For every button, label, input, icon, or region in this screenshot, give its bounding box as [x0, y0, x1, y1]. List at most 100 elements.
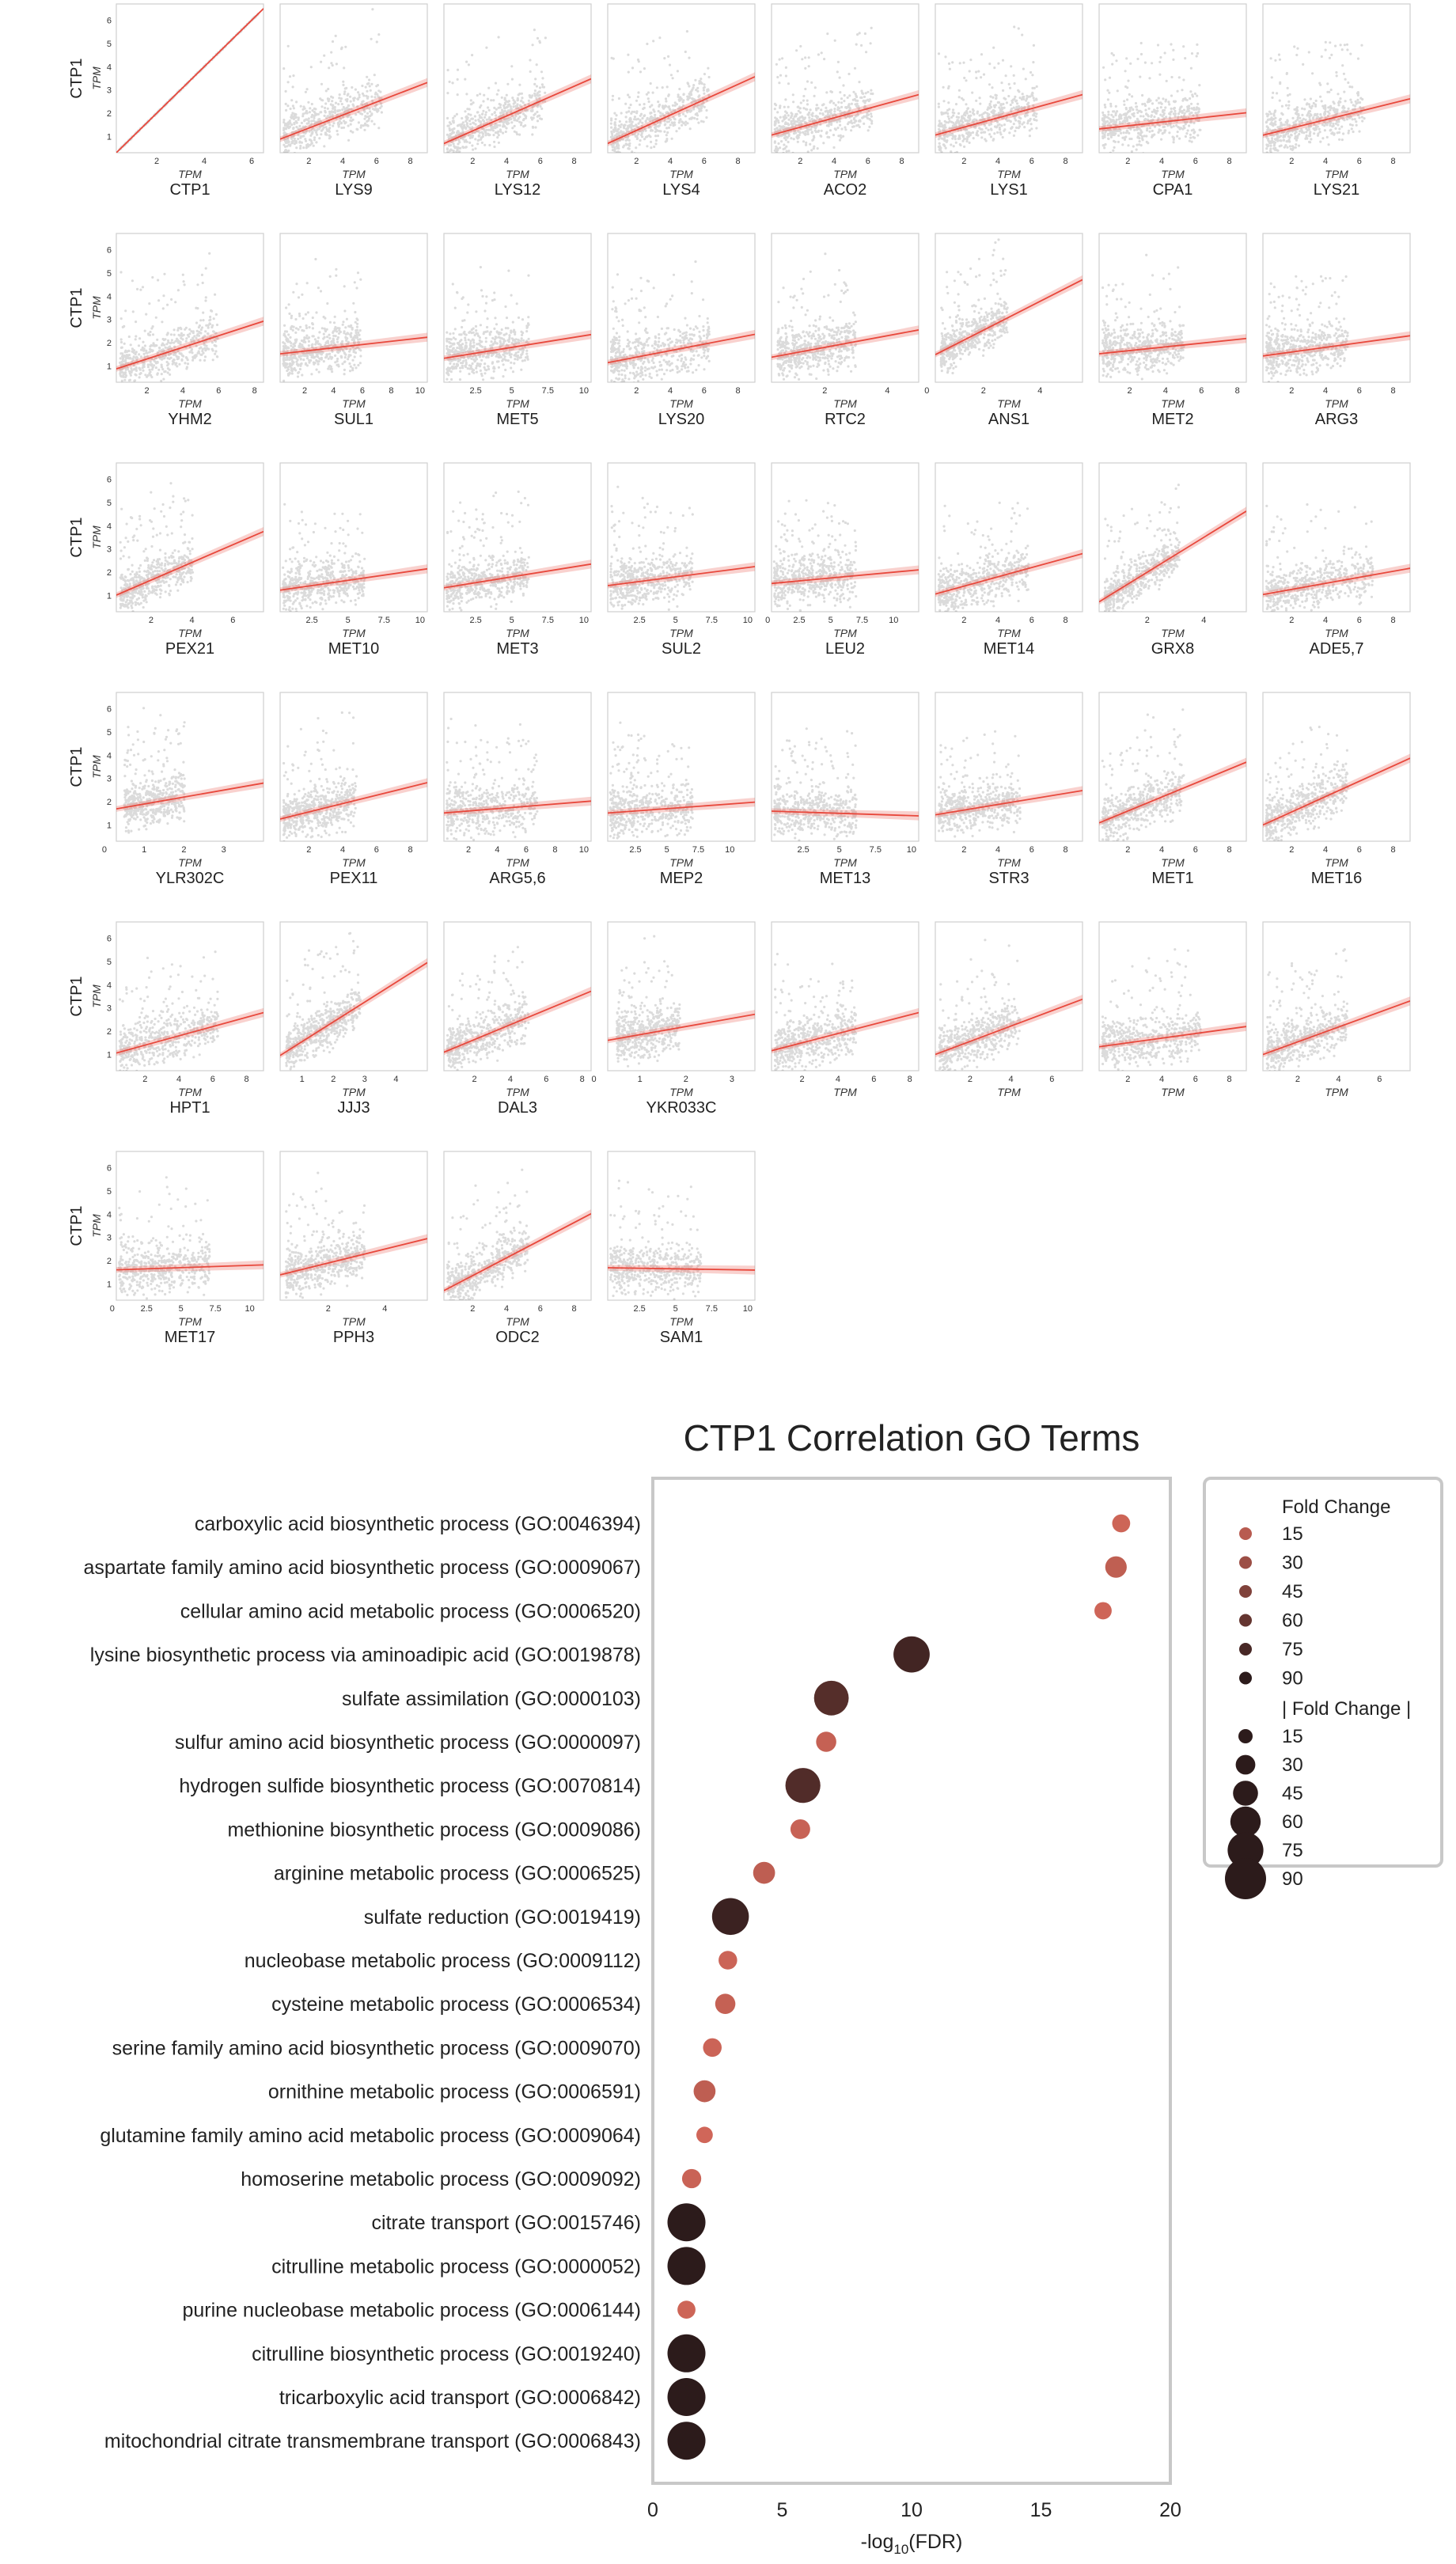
- gene-label: ADE5,7: [1310, 640, 1364, 658]
- x-tick-label: 6: [544, 1075, 548, 1084]
- x-axis-label: TPM: [1325, 856, 1348, 869]
- x-tick-label: 4: [832, 157, 836, 166]
- y-tick-label: 5: [107, 499, 112, 508]
- x-tick-label: 2: [822, 386, 827, 396]
- go-term-label: cellular amino acid metabolic process (G…: [180, 1600, 641, 1622]
- x-tick-label: 2: [302, 386, 307, 396]
- x-tick-label: 10: [743, 616, 753, 625]
- gene-label: MET16: [1311, 870, 1362, 887]
- y-gene-label: CTP1: [68, 517, 85, 557]
- legend-color-swatch: [1239, 1557, 1252, 1569]
- x-tick-label: 2.5: [797, 845, 809, 855]
- x-tick-label: 6: [1357, 616, 1362, 625]
- x-tick-label: 4: [668, 386, 673, 396]
- x-tick-label: 2: [470, 157, 475, 166]
- x-axis-label: TPM: [1325, 397, 1348, 410]
- legend-color-swatch: [1239, 1643, 1252, 1656]
- go-term-label: carboxylic acid biosynthetic process (GO…: [195, 1513, 641, 1535]
- x-tick-label: 6: [702, 157, 707, 166]
- x-tick-label: 2: [981, 386, 986, 396]
- x-tick-label: 6: [1357, 386, 1362, 396]
- x-tick-label: 2: [1145, 616, 1150, 625]
- x-tick-label: 2: [799, 1075, 804, 1084]
- x-tick-label: 2: [470, 1304, 475, 1314]
- gene-label: SUL2: [662, 640, 701, 658]
- x-tick-label: 4: [1337, 1075, 1341, 1084]
- go-term-label: tricarboxylic acid transport (GO:0006842…: [279, 2387, 641, 2409]
- x-tick-label: 8: [1064, 845, 1068, 855]
- x-tick-label: 4: [1037, 386, 1042, 396]
- x-tick-label: 6: [866, 157, 870, 166]
- gene-label: SAM1: [660, 1329, 703, 1346]
- x-axis-label: TPM: [506, 168, 529, 180]
- legend-color-label: 60: [1282, 1610, 1303, 1632]
- x-tick-label: 8: [900, 157, 904, 166]
- x-tick-label: 2.5: [629, 845, 641, 855]
- panel-frame: [444, 463, 591, 612]
- go-term-label: serine family amino acid biosynthetic pr…: [112, 2037, 641, 2059]
- legend-color-label: 45: [1282, 1581, 1303, 1602]
- x-tick-label: 10: [907, 845, 916, 855]
- x-tick-label: 2: [1289, 616, 1294, 625]
- go-point: [694, 2080, 716, 2103]
- x-tick-label: 2: [1289, 845, 1294, 855]
- y-tick-label: 2: [107, 798, 112, 807]
- x-tick-label: 6: [360, 386, 365, 396]
- go-x-axis-label-sub: 10: [893, 2542, 908, 2557]
- x-tick-label: 5: [346, 616, 351, 625]
- x-tick-label: 6: [1357, 157, 1362, 166]
- go-point: [791, 1819, 810, 1839]
- x-tick-label: 8: [245, 1075, 249, 1084]
- x-tick-label: 10: [579, 845, 589, 855]
- x-tick-label: 2: [961, 157, 966, 166]
- y-axis-label: TPM: [90, 984, 103, 1008]
- x-tick-label: 4: [995, 157, 1000, 166]
- x-tick-label: 6: [210, 1075, 215, 1084]
- x-tick-label: 4: [504, 1304, 509, 1314]
- x-tick-label: 8: [1064, 616, 1068, 625]
- x-axis-label: TPM: [669, 168, 693, 180]
- x-tick-label: 7.5: [542, 386, 554, 396]
- x-tick-label: 4: [1201, 616, 1206, 625]
- y-axis-label: TPM: [90, 296, 103, 320]
- x-tick-label: 10: [889, 616, 898, 625]
- x-axis-label: TPM: [342, 1315, 366, 1328]
- panel-frame: [1099, 922, 1246, 1071]
- go-term-label: lysine biosynthetic process via aminoadi…: [90, 1644, 641, 1667]
- gene-label: MET2: [1151, 411, 1193, 428]
- gene-label: PPH3: [333, 1329, 374, 1346]
- x-tick-label: 4: [1159, 157, 1164, 166]
- x-tick-label: 7.5: [856, 616, 868, 625]
- go-term-label: arginine metabolic process (GO:0006525): [274, 1863, 641, 1885]
- legend-size-swatch: [1233, 1781, 1258, 1806]
- x-tick-label: 6: [374, 157, 379, 166]
- gene-label: LYS9: [335, 181, 372, 199]
- x-tick-label: 10: [415, 616, 425, 625]
- x-tick-label: 7.5: [692, 845, 704, 855]
- legend-color-swatch: [1239, 1585, 1252, 1598]
- gene-label: LYS21: [1314, 181, 1360, 199]
- x-tick-label: 8: [389, 386, 393, 396]
- legend-size-label: 75: [1282, 1840, 1303, 1861]
- x-tick-label: 6: [216, 386, 221, 396]
- x-tick-label: 4: [393, 1075, 398, 1084]
- gene-label: MET5: [496, 411, 538, 428]
- x-tick-label: 2: [149, 616, 154, 625]
- x-tick-label: 4: [190, 616, 195, 625]
- x-tick-label: 4: [504, 157, 509, 166]
- gene-label: MET1: [1151, 870, 1193, 887]
- y-tick-label: 1: [107, 591, 112, 601]
- y-tick-label: 4: [107, 292, 112, 302]
- x-tick-label: 4: [1159, 845, 1164, 855]
- x-axis-label: TPM: [997, 856, 1021, 869]
- x-tick-label: 2.5: [469, 386, 481, 396]
